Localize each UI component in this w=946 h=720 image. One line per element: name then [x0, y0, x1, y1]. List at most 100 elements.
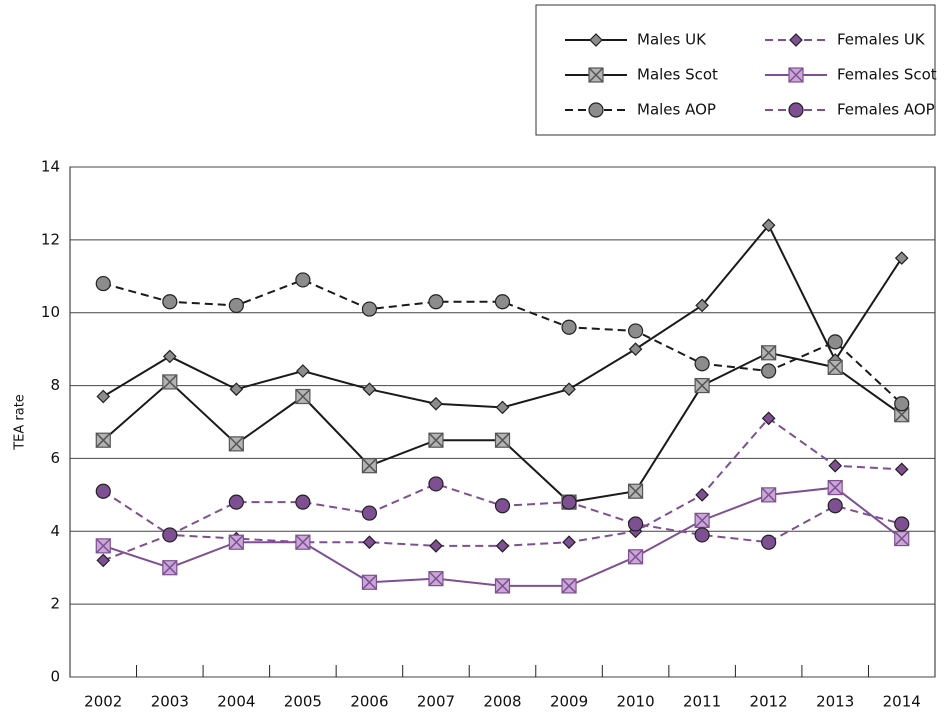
marker — [494, 498, 511, 514]
marker — [761, 345, 777, 361]
y-tick-label: 10 — [41, 303, 60, 321]
marker — [627, 483, 644, 499]
marker — [827, 479, 843, 496]
marker — [229, 382, 244, 397]
marker — [495, 539, 510, 553]
marker — [627, 323, 644, 339]
y-tick-label: 14 — [41, 158, 60, 176]
marker — [627, 549, 644, 565]
marker — [694, 377, 710, 394]
marker — [894, 530, 910, 547]
marker — [894, 396, 910, 412]
marker — [361, 458, 378, 474]
y-tick-label: 4 — [50, 522, 60, 540]
x-tick-label: 2010 — [616, 693, 654, 711]
marker — [295, 388, 311, 405]
legend-label: Males AOP — [637, 101, 716, 119]
x-tick-label: 2014 — [883, 693, 921, 711]
marker — [95, 538, 111, 554]
marker — [296, 364, 310, 378]
marker — [162, 560, 178, 576]
legend-label: Females AOP — [837, 101, 935, 119]
y-tick-label: 8 — [50, 376, 60, 394]
y-axis-label: TEA rate — [13, 394, 28, 451]
legend-label: Females UK — [837, 31, 926, 49]
y-tick-label: 6 — [50, 449, 60, 467]
marker — [228, 436, 244, 452]
marker — [894, 407, 910, 423]
marker — [162, 349, 177, 364]
marker — [695, 298, 709, 313]
x-tick-label: 2004 — [217, 693, 255, 711]
marker — [228, 297, 244, 314]
marker — [361, 574, 378, 590]
x-tick-label: 2012 — [750, 693, 788, 711]
marker — [95, 483, 111, 499]
marker — [761, 534, 777, 550]
x-tick-label: 2003 — [151, 693, 189, 711]
marker — [162, 374, 178, 390]
marker — [295, 534, 311, 550]
marker — [428, 571, 444, 587]
x-tick-label: 2008 — [483, 693, 521, 711]
marker — [228, 534, 244, 550]
y-tick-label: 0 — [50, 668, 60, 686]
marker — [589, 33, 603, 47]
marker — [827, 334, 843, 350]
marker — [894, 516, 910, 532]
marker — [361, 301, 378, 317]
x-tick-label: 2005 — [284, 693, 322, 711]
x-tick-label: 2013 — [816, 693, 854, 711]
marker — [788, 102, 804, 118]
marker — [588, 102, 604, 118]
marker — [761, 411, 776, 426]
marker — [894, 462, 909, 477]
marker — [494, 432, 511, 448]
marker — [429, 539, 443, 553]
marker — [295, 272, 311, 288]
marker — [361, 505, 378, 521]
marker — [561, 494, 577, 510]
legend-label: Females Scot — [837, 66, 937, 84]
marker — [694, 527, 710, 543]
marker — [561, 319, 577, 335]
marker — [428, 294, 444, 310]
marker — [494, 294, 511, 310]
y-tick-label: 2 — [50, 595, 60, 613]
marker — [788, 67, 804, 83]
marker — [362, 382, 377, 397]
y-tick-label: 12 — [41, 230, 60, 248]
marker — [429, 396, 443, 411]
marker — [494, 578, 511, 594]
marker — [694, 512, 710, 528]
marker — [162, 527, 178, 543]
marker — [828, 458, 843, 473]
marker — [428, 476, 444, 492]
marker — [562, 535, 576, 550]
marker — [627, 516, 644, 532]
marker — [96, 553, 111, 568]
marker — [789, 33, 803, 47]
marker — [495, 400, 510, 415]
marker — [588, 67, 604, 83]
x-tick-label: 2007 — [417, 693, 455, 711]
marker — [362, 535, 377, 550]
x-tick-label: 2002 — [84, 693, 122, 711]
marker — [95, 432, 111, 448]
legend-label: Males Scot — [637, 66, 718, 84]
marker — [95, 275, 111, 292]
x-tick-label: 2006 — [350, 693, 388, 711]
marker — [162, 294, 178, 310]
x-tick-label: 2009 — [550, 693, 588, 711]
marker — [694, 356, 710, 372]
marker — [761, 218, 776, 233]
marker — [695, 488, 709, 502]
marker — [96, 389, 111, 404]
marker — [894, 251, 909, 265]
marker — [761, 487, 777, 503]
marker — [628, 342, 643, 356]
marker — [827, 498, 843, 514]
marker — [295, 494, 311, 510]
marker — [562, 382, 576, 397]
